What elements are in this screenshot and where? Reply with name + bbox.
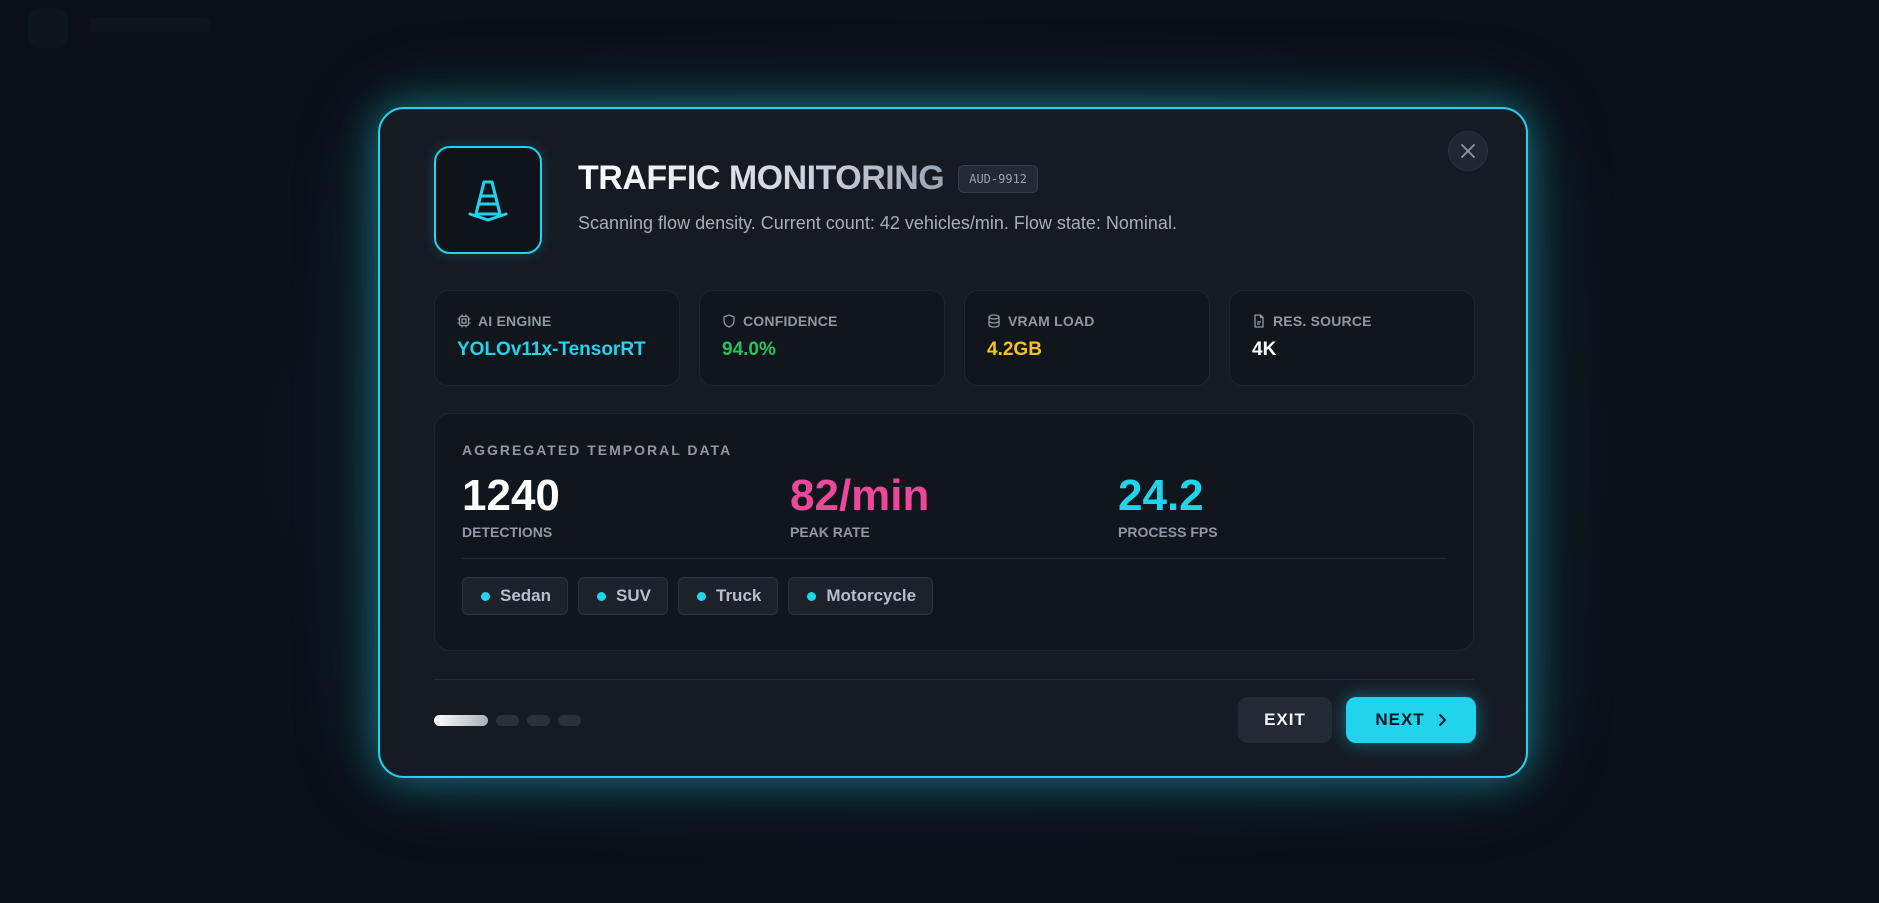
metric-process-fps: 24.2 PROCESS FPS (1118, 471, 1446, 541)
file-icon (1254, 314, 1264, 328)
close-icon (1461, 144, 1475, 158)
status-dot (481, 591, 490, 601)
chip-label: Sedan (500, 586, 552, 605)
stats-row: AI ENGINE YOLOv11x-TensorRT CONFIDENCE 9… (434, 290, 1475, 386)
stat-card-ai-engine: AI ENGINE YOLOv11x-TensorRT (434, 290, 680, 386)
step-dot[interactable] (496, 715, 519, 726)
vehicle-class-chips: Sedan SUV Truck Motorcycle (462, 577, 1446, 615)
chip-suv[interactable]: SUV (578, 577, 668, 615)
metric-label: DETECTIONS (462, 524, 553, 540)
metric-value: 1240 (462, 471, 560, 520)
stat-value: 4.2GB (987, 339, 1042, 360)
stat-label: AI ENGINE (478, 313, 552, 329)
exit-button[interactable]: EXIT (1238, 697, 1332, 743)
step-dot[interactable] (527, 715, 550, 726)
status-dot (597, 591, 607, 601)
stat-value: 94.0% (722, 339, 776, 360)
chip-motorcycle[interactable]: Motorcycle (788, 577, 934, 615)
background-logo (28, 8, 68, 48)
stat-card-res-source: RES. SOURCE 4K (1229, 290, 1475, 386)
background-title (90, 18, 210, 32)
stat-card-vram-load: VRAM LOAD 4.2GB (964, 290, 1210, 386)
footer-divider (434, 679, 1474, 680)
step-dot-active[interactable] (434, 715, 488, 726)
chip-truck[interactable]: Truck (678, 577, 779, 615)
status-dot (697, 591, 706, 601)
chip-label: Truck (716, 586, 762, 605)
temporal-data-panel: AGGREGATED TEMPORAL DATA 1240 DETECTIONS… (434, 413, 1474, 651)
stat-label: VRAM LOAD (1008, 313, 1095, 329)
shield-icon (723, 314, 735, 328)
stat-label: CONFIDENCE (743, 313, 838, 329)
page-title: TRAFFIC MONITORING (578, 159, 945, 197)
next-button-label: NEXT (1375, 710, 1425, 729)
metric-label: PEAK RATE (790, 524, 870, 540)
next-button[interactable]: NEXT (1346, 697, 1476, 743)
metric-value: 82/min (790, 471, 930, 520)
chip-label: SUV (616, 586, 651, 605)
stat-value: 4K (1252, 339, 1277, 360)
step-indicator (434, 715, 581, 726)
traffic-cone-icon (468, 180, 508, 222)
chevron-right-icon (1438, 714, 1446, 726)
stat-label: RES. SOURCE (1273, 313, 1372, 329)
divider (462, 558, 1446, 559)
section-label: AGGREGATED TEMPORAL DATA (462, 442, 733, 458)
close-button[interactable] (1448, 131, 1488, 171)
metric-peak-rate: 82/min PEAK RATE (790, 471, 1118, 541)
module-icon-box (434, 146, 542, 254)
database-icon (988, 314, 1000, 328)
chip-label: Motorcycle (826, 586, 917, 605)
status-dot (807, 591, 817, 601)
metric-label: PROCESS FPS (1118, 524, 1218, 540)
traffic-monitoring-modal: TRAFFIC MONITORING AUD-9912 Scanning flo… (378, 107, 1528, 778)
chip-sedan[interactable]: Sedan (462, 577, 569, 615)
status-description: Scanning flow density. Current count: 42… (578, 213, 1177, 233)
cpu-icon (457, 314, 471, 328)
step-dot[interactable] (558, 715, 581, 726)
stat-value: YOLOv11x-TensorRT (457, 339, 646, 360)
metric-value: 24.2 (1118, 471, 1204, 520)
stat-card-confidence: CONFIDENCE 94.0% (699, 290, 945, 386)
audit-id-badge: AUD-9912 (958, 164, 1039, 193)
metric-detections: 1240 DETECTIONS (462, 471, 790, 541)
